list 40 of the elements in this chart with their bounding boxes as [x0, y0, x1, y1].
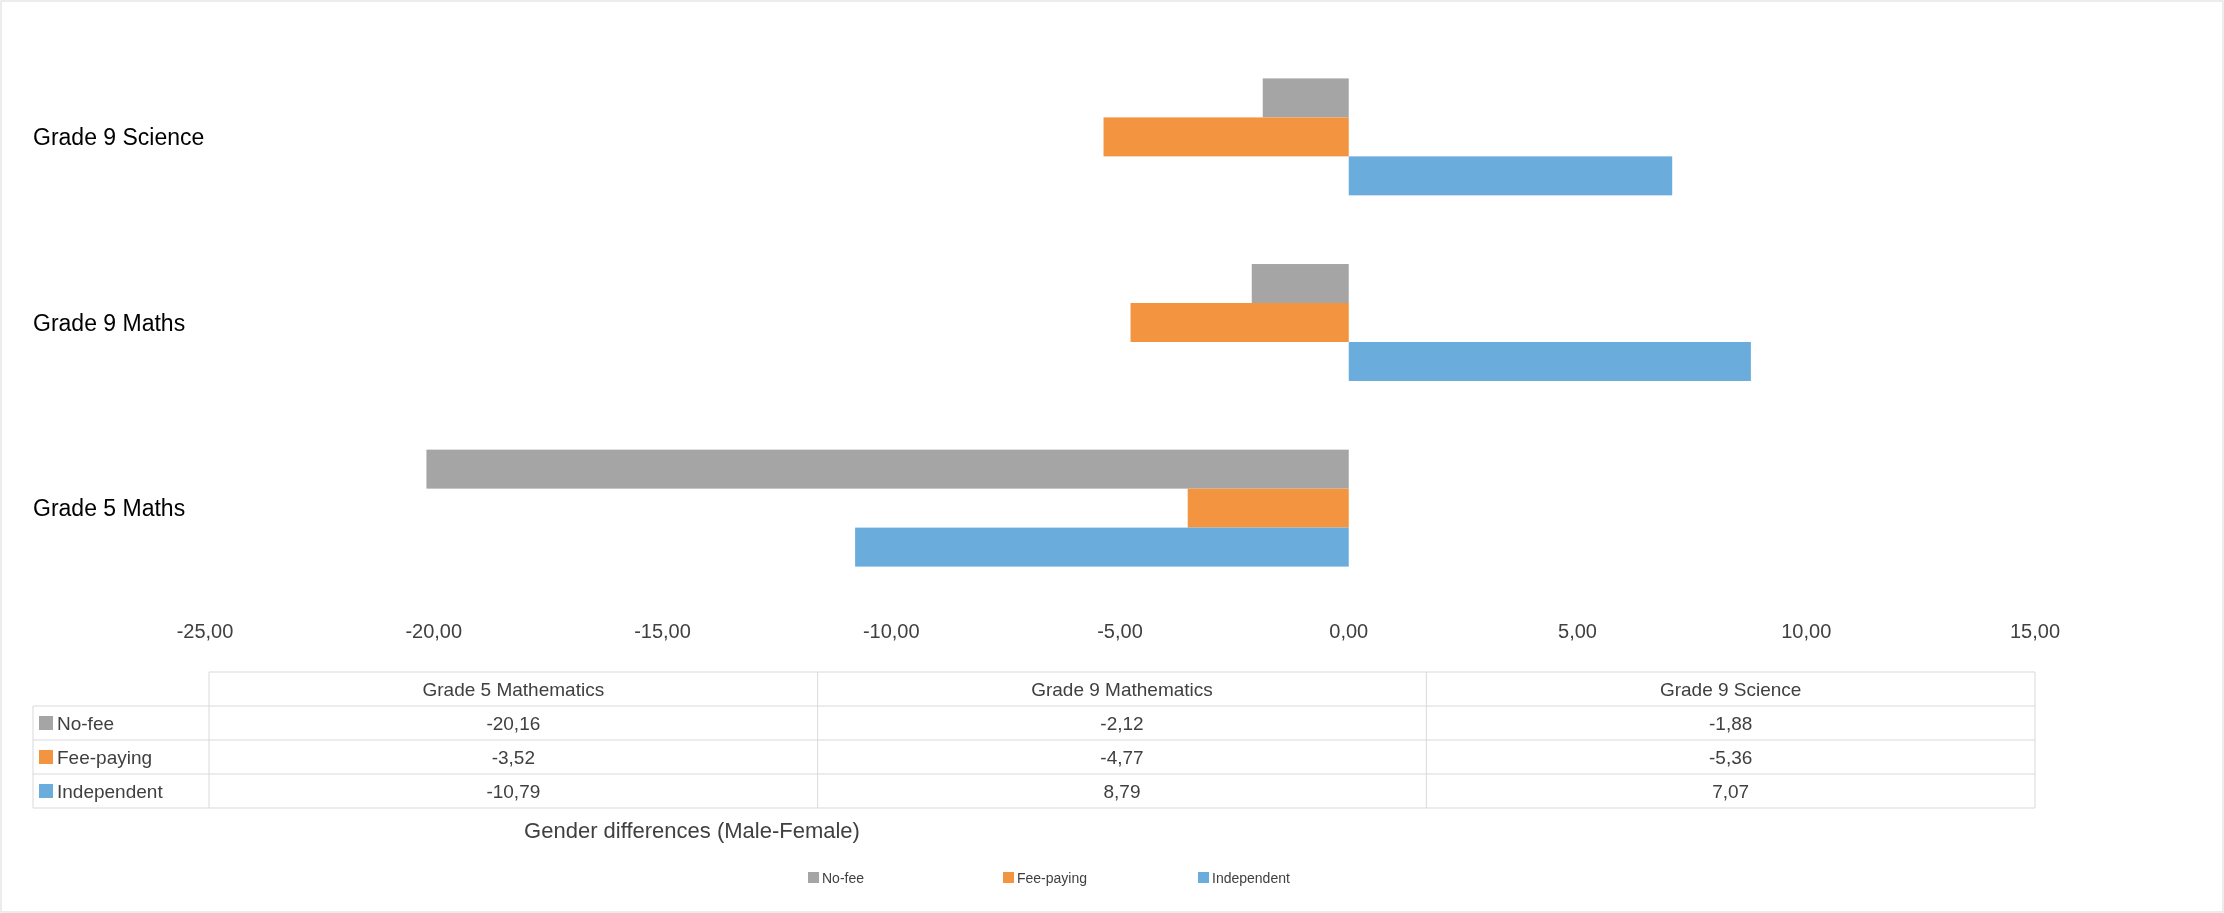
legend-label: Independent: [1212, 869, 1290, 886]
text: -3,52: [491, 746, 535, 768]
bar: [855, 527, 1349, 567]
x-tick-label: 15,00: [2009, 620, 2061, 642]
bar: [426, 449, 1349, 489]
bar: [1348, 156, 1673, 196]
x-tick-label: -25,00: [176, 620, 234, 642]
text: -20,16: [486, 712, 541, 734]
legend-label: Fee-paying: [1017, 869, 1088, 886]
text: No-fee: [57, 712, 115, 734]
text: -10,79: [486, 780, 541, 802]
x-tick-label: -20,00: [405, 620, 463, 642]
x-tick-label: -10,00: [862, 620, 920, 642]
text: 8,79: [1103, 780, 1141, 802]
bar: [1187, 488, 1349, 528]
text: Grade 9 Mathematics: [1031, 678, 1213, 700]
text: Gender differences (Male-Female): [524, 818, 860, 843]
y-tick-label: Grade 9 Maths: [33, 309, 186, 336]
bar: [1130, 303, 1349, 342]
bar: [1348, 341, 1751, 381]
text: Independent: [57, 780, 163, 802]
x-tick-label: -15,00: [634, 620, 691, 642]
bar: [1251, 264, 1349, 304]
x-tick-label: 0,00: [1329, 620, 1369, 642]
text: Fee-paying: [57, 746, 153, 768]
text: -2,12: [1100, 712, 1144, 734]
text: Grade 5 Mathematics: [422, 678, 605, 700]
legend-label: No-fee: [822, 869, 865, 886]
x-tick-label: 10,00: [1781, 620, 1832, 642]
text: -5,36: [1709, 746, 1753, 768]
bar: [1262, 78, 1349, 118]
x-tick-label: 5,00: [1558, 620, 1597, 642]
y-tick-label: Grade 9 Science: [33, 123, 205, 150]
text: -4,77: [1100, 746, 1144, 768]
x-tick-label: -5,00: [1097, 620, 1143, 642]
bar: [1103, 117, 1349, 157]
y-tick-label: Grade 5 Maths: [33, 495, 186, 522]
text: Grade 9 Science: [1659, 678, 1802, 700]
text: -1,88: [1709, 712, 1753, 734]
text: 7,07: [1712, 780, 1750, 802]
